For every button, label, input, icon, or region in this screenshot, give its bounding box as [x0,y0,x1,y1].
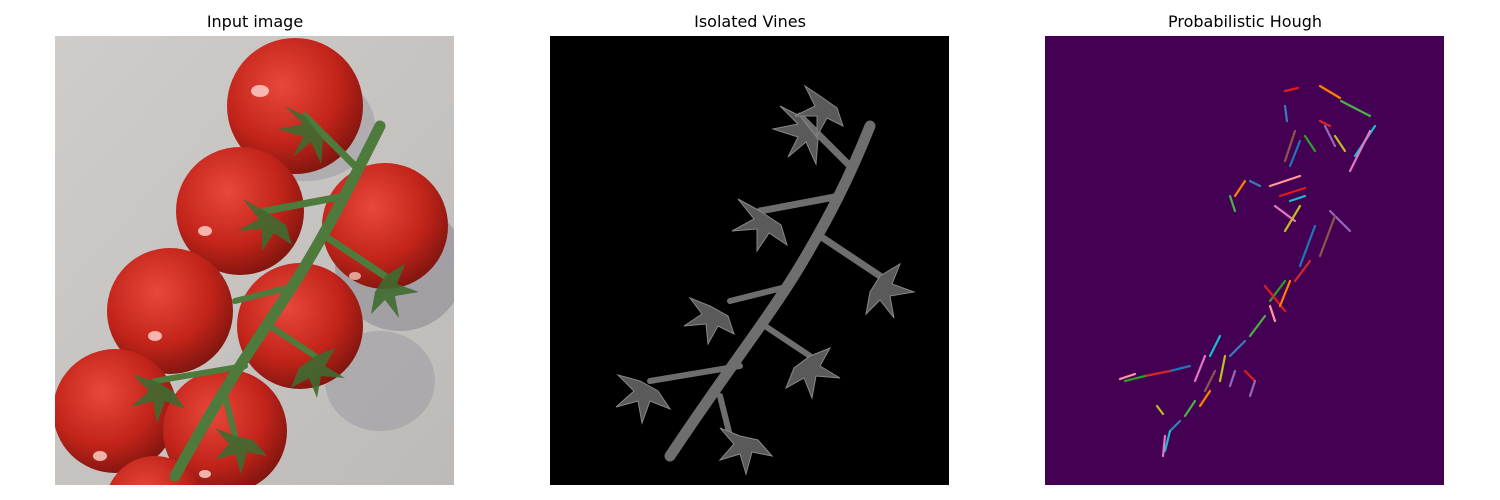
hough-segment [1278,279,1292,308]
hough-segment [1298,224,1317,268]
hough-segment [1283,204,1302,233]
hough-segment [1293,259,1312,283]
hough-segment [1278,186,1307,198]
hough-segment [1248,179,1262,188]
hough-segment [1268,304,1277,323]
hough-segment [1183,399,1197,418]
hough-segment [1168,364,1192,373]
hough-background [1045,36,1444,485]
hough-segment [1203,369,1217,393]
hough-segment [1328,209,1352,233]
probabilistic-hough-image [1045,36,1444,485]
hough-segment [1218,354,1227,383]
hough-segment [1283,104,1289,123]
hough-segment [1143,369,1172,378]
hough-segment [1228,194,1237,213]
hough-segment [1263,284,1287,313]
hough-lines [1118,84,1377,458]
hough-segment [1323,124,1337,148]
hough-segment [1268,279,1287,303]
hough-segment [1163,429,1172,453]
hough-segment [1348,129,1372,173]
hough-segment [1288,194,1307,203]
hough-segment [1339,99,1372,118]
hough-segment [1228,339,1247,358]
hough-segment [1318,84,1342,100]
hough-segment [1208,334,1222,358]
hough-segment [1248,379,1257,398]
hough-segment [1123,374,1147,383]
hough-segment [1288,139,1302,168]
hough-segment [1118,372,1137,381]
hough-segment [1155,404,1165,416]
isolated-vines-image [550,36,949,485]
hough-segment [1161,434,1167,458]
hough-segment [1168,419,1182,433]
hough-segment [1268,174,1302,188]
hough-segment [1198,389,1212,408]
hough-segment [1283,86,1300,93]
hough-segment [1248,314,1267,338]
hough-segment [1318,214,1337,258]
panel-title-input: Input image [206,12,304,31]
hough-segment [1303,134,1317,153]
hough-segment [1333,134,1347,153]
panel-title-isolated: Isolated Vines [694,12,806,31]
hough-segment [1283,129,1297,163]
hough-segment [1193,354,1207,383]
hough-segment [1228,369,1237,388]
hough-segment [1233,179,1247,198]
input-image [55,36,454,485]
hough-segment [1318,119,1332,128]
panel-title-hough: Probabilistic Hough [1167,12,1323,31]
hough-segment [1243,369,1257,383]
